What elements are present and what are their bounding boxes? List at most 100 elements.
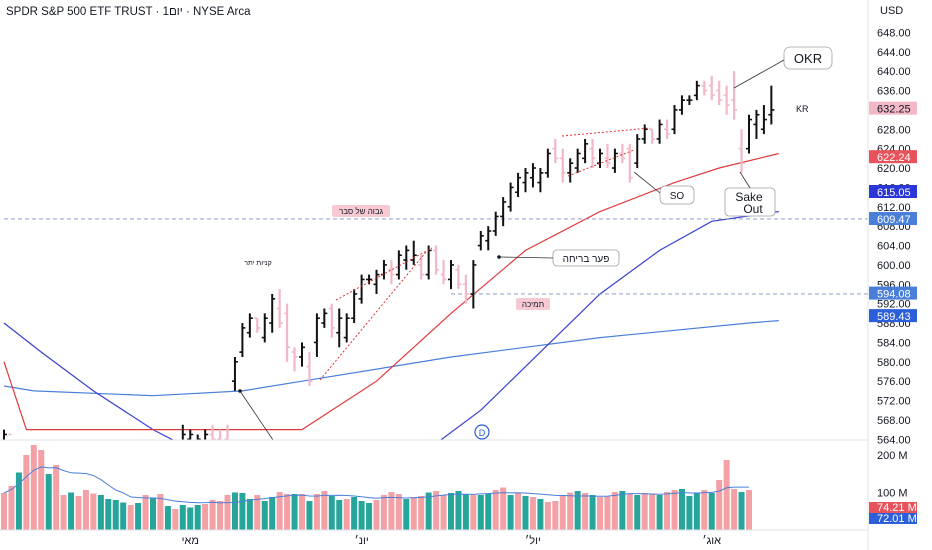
ohlc-bar [246,313,253,338]
ohlc-bar [634,134,641,169]
ohlc-bar [187,429,194,440]
price-tick-label: 564.00 [877,434,911,446]
volume-bar [686,496,693,530]
volume-bar [150,497,156,530]
ohlc-bar [299,342,305,367]
ohlc-bar [567,158,574,183]
volume-bar [231,492,238,530]
ohlc-bar [3,429,7,440]
ohlc-bar [611,148,618,173]
volume-bar [68,492,75,530]
price-label: 589.43 [877,311,911,323]
ohlc-bar [269,293,276,333]
okr-pointer [733,59,785,89]
volume-bar [53,465,60,530]
ohlc-bar [574,148,581,173]
ohlc-bar [418,255,425,280]
volume-bar [224,495,231,530]
volume-bar [15,472,22,530]
volume-label: 72.01 M [877,513,917,525]
volume-bar [500,487,507,530]
volume-bar [336,500,343,530]
volume-bar [604,496,611,530]
currency-label: USD [880,5,903,17]
ohlc-bar [455,264,462,290]
dividend-marker[interactable] [474,424,490,440]
volume-pane [1,445,752,530]
ohlc-bar [760,105,767,135]
volume-bar [634,495,641,530]
volume-bar [589,495,596,530]
volume-bar [269,497,276,530]
ohlc-bar [515,172,522,198]
volume-bar [164,506,171,530]
ohlc-bar [343,313,350,343]
time-axis[interactable]: מאי יונ׳ יול׳ אוג׳ [182,534,722,547]
volume-bar [23,455,30,530]
price-tick-label: 644.00 [877,47,911,59]
volume-bar [261,501,268,530]
volume-bar [507,495,514,530]
ohlc-bar [8,433,12,436]
volume-bar [343,499,350,530]
volume-bar [38,450,45,530]
price-tick-label: 584.00 [877,337,911,349]
ohlc-bar [231,356,238,391]
volume-bar [60,495,67,530]
ohlc-bar [373,269,380,294]
horizontal-levels [4,218,868,295]
ohlc-bar [388,260,395,285]
volume-bar [328,496,335,530]
ohlc-bars [3,71,775,440]
volume-bar [75,496,82,530]
ohlc-bar [738,129,745,173]
volume-bar [641,493,648,530]
volume-bar [366,503,373,530]
ohlc-bar [351,289,358,324]
moving-averages [3,152,779,440]
ohlc-bar [537,168,544,193]
price-tick-label: 648.00 [877,27,911,39]
ohlc-bar [582,138,589,164]
dividend-marker-label: D [479,428,486,438]
ohlc-bar [723,85,730,115]
ohlc-bar [477,231,484,251]
volume-bar [90,493,97,530]
ohlc-bar [604,143,611,169]
volume-bar [373,500,380,530]
volume-bar [678,489,685,530]
volume-bar [656,495,663,530]
price-label-box [869,212,917,226]
volume-bar [45,474,52,530]
volume-bar [246,499,253,530]
volume-bar [492,490,499,530]
volume-bar [746,490,752,530]
volume-bar [194,505,201,530]
time-tick-label: יונ׳ [354,534,368,547]
volume-bar [313,494,320,530]
volume-bar [142,495,149,530]
price-tick-label: 600.00 [877,260,911,272]
volume-bar [619,491,626,530]
ohlc-bar [753,109,760,139]
ohlc-bar [678,95,685,115]
so-label-box [659,185,695,205]
ohlc-bar [291,347,298,372]
price-tick-label: 592.00 [877,299,911,311]
volume-bar [388,492,395,530]
volume-bar [403,499,410,530]
volume-bar [358,501,365,530]
ohlc-bar [470,260,477,309]
price-tick-label: 568.00 [877,415,911,427]
volume-bar [455,491,462,530]
volume-bar [187,507,194,530]
price-label: 609.47 [877,214,911,226]
ma-blue-dark-line [3,211,779,440]
ohlc-bar [522,168,529,193]
ohlc-bar [358,274,365,304]
volume-bar [529,497,536,530]
ohlc-bar [448,260,454,290]
volume-bar [559,495,566,530]
ohlc-bar [559,148,566,183]
